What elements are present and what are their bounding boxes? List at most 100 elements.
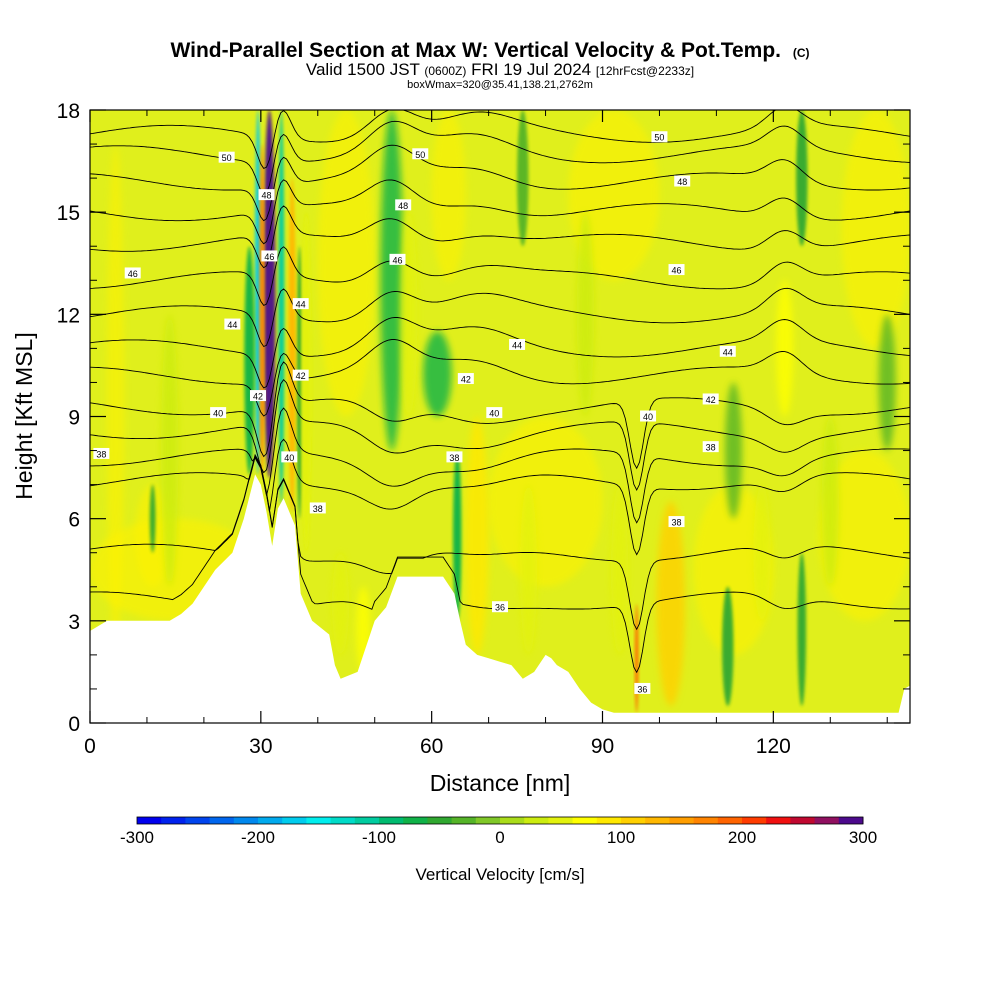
colorbar-bin-8: [330, 817, 356, 824]
isentrope-label-5: 48: [674, 175, 691, 187]
colorbar-bin-25: [742, 817, 767, 824]
colorbar-bin-18: [572, 817, 598, 824]
isentrope-label-6: 46: [124, 267, 141, 279]
isentrope-labels: 50 50 50 48 48 48 46 46 46 46 44 44 44 44 42 42 42 42 40 40…: [93, 131, 736, 694]
downdraft-core-10: [796, 110, 808, 247]
isentrope-label-15: 42: [292, 369, 309, 381]
isentrope-label-20: 40: [486, 407, 503, 419]
colorbar-bin-21: [645, 817, 670, 824]
colorbar-bin-2: [185, 817, 211, 824]
downdraft-core-8: [724, 382, 743, 519]
svg-text:50: 50: [654, 133, 664, 143]
updraft-core-13: [753, 484, 771, 621]
colorbar-tick-label-4: 100: [607, 828, 635, 847]
isentrope-label-2: 50: [651, 131, 668, 143]
svg-text:38: 38: [672, 518, 682, 528]
downdraft-core-9: [722, 586, 734, 706]
svg-text:44: 44: [296, 300, 306, 310]
colorbar-tick-label-6: 300: [849, 828, 877, 847]
downdraft-core-0: [254, 110, 262, 475]
downdraft-core-11: [878, 314, 896, 451]
svg-text:36: 36: [495, 603, 505, 613]
updraft-core-4: [332, 552, 350, 655]
colorbar-bin-17: [548, 817, 574, 824]
colorbar-bin-20: [621, 817, 646, 824]
colorbar-tick-label-3: 0: [495, 828, 504, 847]
isentrope-38: [90, 438, 910, 556]
svg-text:50: 50: [415, 150, 425, 160]
colorbar-bin-0: [137, 817, 162, 824]
colorbar-bin-11: [403, 817, 428, 824]
colorbar-bin-3: [209, 817, 235, 824]
colorbar-bin-9: [354, 817, 380, 824]
isentrope-label-25: 38: [309, 502, 326, 514]
svg-text:40: 40: [643, 412, 653, 422]
colorbar-bin-22: [669, 817, 695, 824]
colorbar-tick-label-1: -200: [241, 828, 275, 847]
chart-title: Wind-Parallel Section at Max W: Vertical…: [170, 39, 809, 62]
svg-text:42: 42: [461, 375, 471, 385]
updraft-core-9: [656, 501, 686, 706]
svg-text:48: 48: [677, 177, 687, 187]
svg-text:44: 44: [227, 320, 237, 330]
updraft-core-2: [288, 178, 296, 512]
isentrope-label-19: 40: [281, 451, 298, 463]
isentrope-label-9: 46: [668, 264, 685, 276]
svg-text:44: 44: [723, 347, 733, 357]
weak-updraft-region-2: [317, 110, 375, 417]
updraft-core-7: [465, 416, 489, 655]
isentrope-40: [90, 378, 910, 492]
svg-text:46: 46: [264, 252, 274, 262]
x-axis-label: Distance [nm]: [430, 770, 571, 796]
updraft-core-3: [301, 212, 312, 553]
isentrope-label-16: 42: [457, 373, 474, 385]
isentrope-label-14: 42: [249, 390, 266, 402]
x-tick-label-1: 30: [249, 735, 272, 758]
isentrope-label-0: 50: [218, 151, 235, 163]
weak-updraft-region-3: [431, 110, 466, 281]
x-tick-label-2: 60: [420, 735, 443, 758]
weak-updraft-region-0: [107, 144, 125, 655]
svg-text:46: 46: [128, 269, 138, 279]
colorbar-bin-12: [427, 817, 453, 824]
svg-text:40: 40: [284, 453, 294, 463]
svg-text:38: 38: [706, 443, 716, 453]
updraft-core-14: [161, 314, 179, 587]
isentrope-label-13: 44: [719, 345, 736, 357]
x-tick-label-3: 90: [591, 735, 614, 758]
svg-text:38: 38: [96, 449, 106, 459]
isentrope-45: [90, 246, 910, 306]
colorbar-bin-5: [258, 817, 283, 824]
svg-text:40: 40: [213, 409, 223, 419]
isentrope-label-24: 38: [702, 441, 719, 453]
y-tick-label-4: 12: [57, 304, 80, 327]
updraft-core-10: [634, 603, 639, 713]
colorbar-tick-label-0: -300: [120, 828, 154, 847]
isentrope-label-3: 48: [258, 189, 275, 201]
weak-updraft-region-4: [488, 416, 603, 587]
y-tick-label-6: 18: [57, 100, 80, 123]
colorbar-bin-26: [766, 817, 791, 824]
weak-updraft-region-6: [693, 484, 774, 655]
colorbar-bin-1: [161, 817, 186, 824]
colorbar-bin-14: [475, 817, 501, 824]
svg-text:42: 42: [706, 395, 716, 405]
y-tick-label-2: 6: [68, 509, 80, 532]
downdraft-core-4: [423, 331, 452, 417]
colorbar-bin-10: [379, 817, 404, 824]
colorbar-bin-13: [451, 817, 477, 824]
colorbar-frame: [136, 816, 864, 825]
isentrope-label-10: 44: [224, 318, 241, 330]
isentrope-label-7: 46: [261, 250, 278, 262]
isentrope-43: [90, 317, 910, 389]
updraft-core-6: [400, 212, 418, 417]
colorbar-bin-24: [717, 817, 743, 824]
isentrope-label-21: 40: [640, 410, 657, 422]
isentrope-label-28: 36: [634, 682, 651, 694]
svg-text:50: 50: [222, 153, 232, 163]
colorbar-bin-4: [233, 817, 259, 824]
y-tick-label-1: 3: [68, 611, 80, 634]
isentrope-39: [90, 407, 910, 524]
colorbar-bin-6: [282, 817, 307, 824]
